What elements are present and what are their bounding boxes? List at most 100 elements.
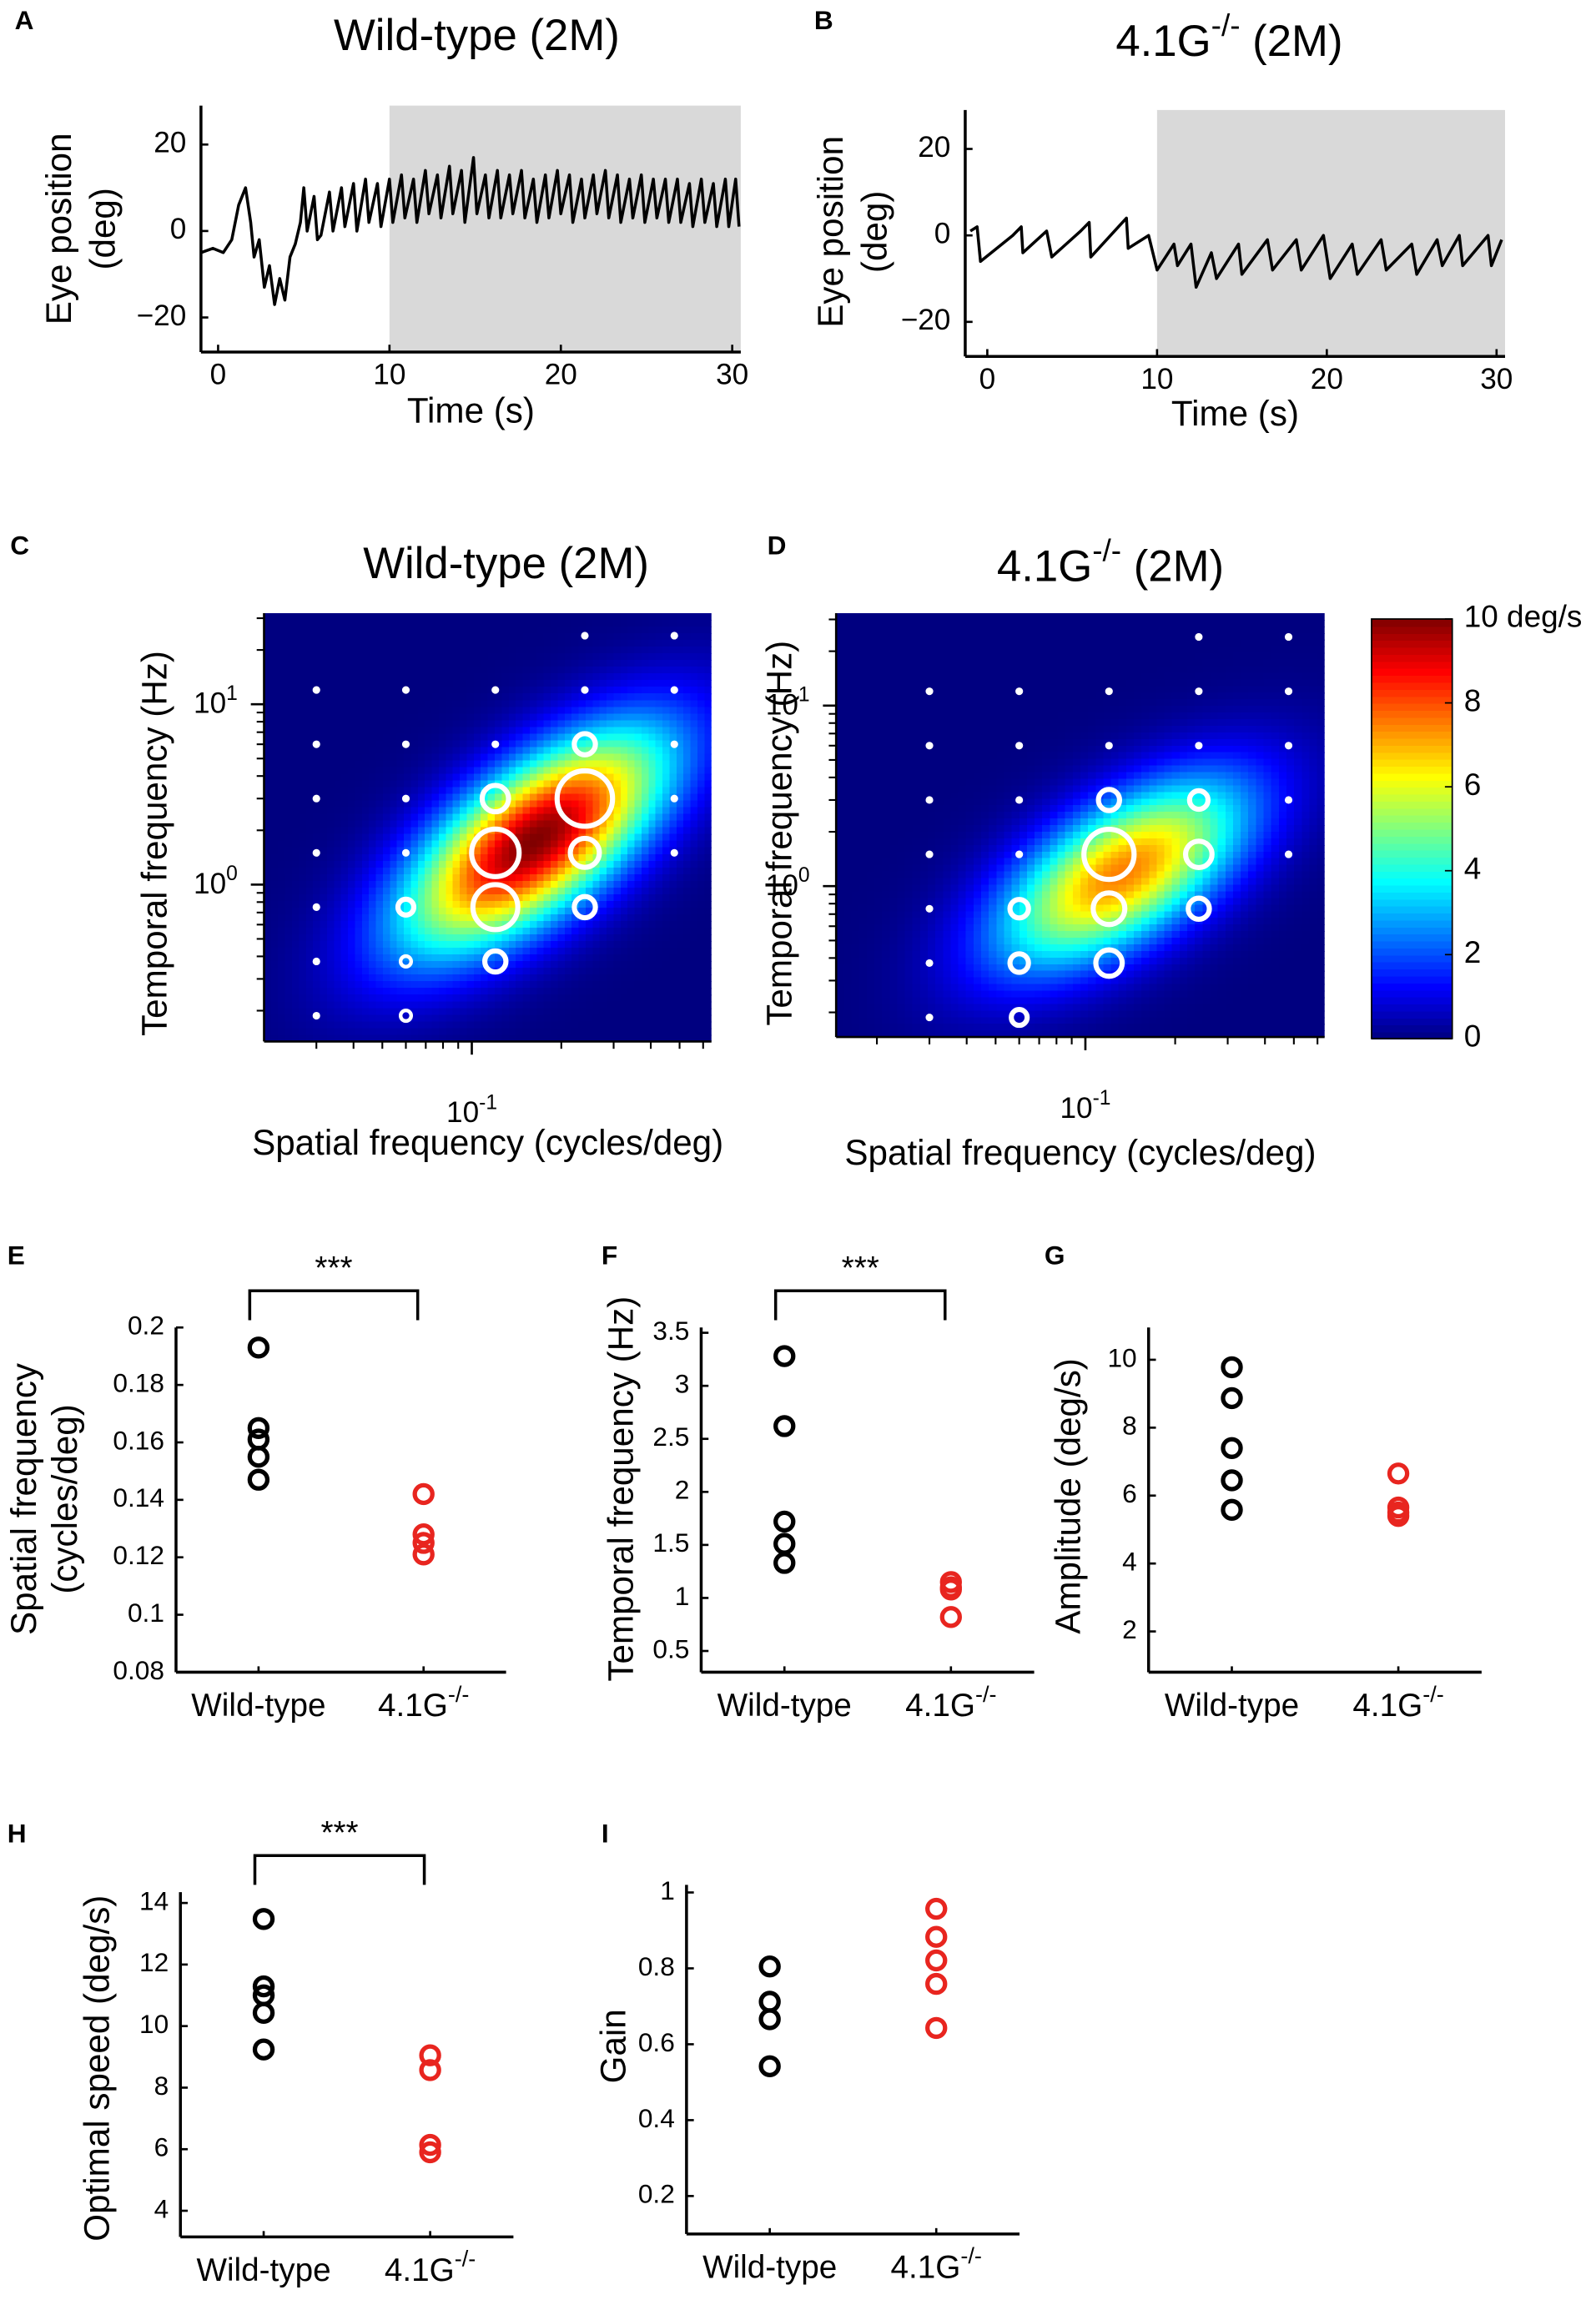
response-point	[670, 740, 678, 748]
heat-cell	[634, 647, 643, 655]
heat-cell	[697, 820, 706, 828]
heat-cell	[919, 891, 929, 899]
heat-cell	[882, 725, 891, 733]
heat-cell	[355, 847, 363, 855]
heat-cell	[607, 920, 615, 929]
heat-cell	[599, 867, 608, 875]
heat-cell	[431, 807, 441, 815]
heat-cell	[889, 745, 899, 753]
heat-cell	[683, 713, 692, 722]
heat-cell	[516, 820, 524, 828]
heat-cell	[431, 640, 441, 648]
heat-cell	[438, 981, 447, 989]
heat-cell	[481, 767, 489, 775]
heat-cell	[571, 612, 580, 622]
heat-cell	[613, 827, 622, 835]
heat-cell	[481, 913, 489, 923]
heat-cell	[348, 760, 356, 768]
heat-cell	[836, 646, 845, 654]
heat-cell	[438, 740, 447, 748]
heat-cell	[340, 813, 350, 822]
heat-cell	[557, 653, 566, 662]
heat-cell	[551, 948, 559, 956]
heat-cell	[404, 653, 412, 662]
heat-cell	[843, 725, 853, 733]
heat-cell	[501, 713, 510, 722]
heat-cell	[655, 954, 664, 963]
heat-cell	[669, 612, 677, 622]
heat-cell	[417, 720, 426, 728]
heat-cell	[431, 733, 441, 742]
heat-cell	[417, 1021, 426, 1029]
heat-cell	[627, 747, 636, 755]
heat-cell	[390, 920, 398, 929]
heat-cell	[390, 707, 398, 715]
heat-cell	[340, 747, 350, 755]
heat-cell	[858, 818, 868, 827]
heat-cell	[452, 747, 461, 755]
heat-cell	[897, 798, 906, 807]
heat-cell	[299, 853, 307, 862]
heat-cell	[425, 700, 433, 708]
heat-cell	[655, 847, 664, 855]
heat-cell	[487, 727, 496, 735]
heat-cell	[851, 818, 860, 827]
heat-cell	[278, 747, 286, 755]
heat-cell	[417, 833, 426, 842]
heat-cell	[607, 974, 615, 983]
heat-cell	[417, 981, 426, 989]
heat-cell	[481, 773, 489, 782]
heat-cell	[481, 720, 489, 728]
heat-cell	[641, 647, 650, 655]
heat-cell	[473, 974, 482, 983]
heat-cell	[634, 700, 643, 708]
heat-cell	[543, 612, 552, 622]
heat-cell	[927, 639, 937, 647]
heat-cell	[897, 977, 906, 985]
heat-cell	[585, 907, 594, 916]
heat-cell	[270, 853, 279, 862]
heat-cell	[557, 873, 566, 882]
heat-cell	[390, 787, 398, 795]
heat-cell	[620, 1008, 629, 1016]
heat-cell	[508, 853, 517, 862]
heat-cell	[704, 840, 712, 848]
heat-cell	[690, 847, 699, 855]
heat-cell	[390, 988, 398, 996]
heat-cell	[431, 740, 441, 748]
heat-cell	[292, 941, 300, 949]
heat-cell	[326, 800, 335, 808]
heat-cell	[313, 1008, 321, 1016]
heat-cell	[305, 827, 315, 835]
heat-cell	[683, 961, 692, 969]
heat-cell	[516, 800, 524, 808]
heat-cell	[320, 887, 328, 895]
heat-cell	[697, 968, 706, 976]
heat-cell	[648, 827, 657, 835]
heat-cell	[481, 1001, 489, 1009]
heat-cell	[648, 753, 657, 762]
heat-cell	[889, 626, 899, 634]
heat-cell	[278, 640, 286, 648]
heat-cell	[704, 667, 712, 675]
heat-cell	[270, 673, 279, 682]
heat-cell	[683, 640, 692, 648]
heat-cell	[592, 667, 601, 675]
heat-cell	[473, 994, 482, 1003]
heat-cell	[858, 884, 868, 893]
heat-cell	[404, 813, 412, 822]
heat-cell	[648, 853, 657, 862]
heat-cell	[270, 920, 279, 929]
heat-cell	[284, 673, 294, 682]
heat-cell	[669, 753, 677, 762]
heat-cell	[676, 961, 685, 969]
heat-cell	[655, 920, 664, 929]
heat-cell	[508, 653, 517, 662]
heat-cell	[278, 733, 286, 742]
heat-cell	[446, 747, 454, 755]
heat-cell	[460, 893, 468, 902]
heat-cell	[655, 720, 664, 728]
heat-cell	[508, 900, 517, 909]
y-tick-label: 0	[170, 213, 187, 245]
heat-cell	[543, 948, 552, 956]
